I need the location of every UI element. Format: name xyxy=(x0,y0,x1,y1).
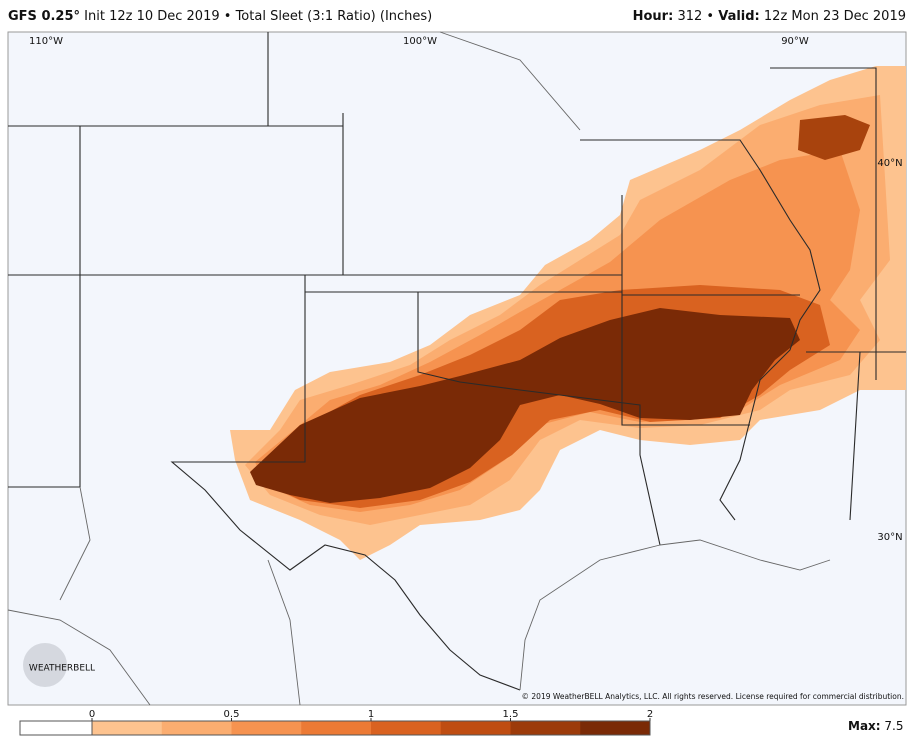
colorbar-tick-label: 1.5 xyxy=(503,709,519,720)
max-value: 7.5 xyxy=(884,719,903,733)
separator: • xyxy=(706,9,714,24)
colorbar-tick-label: 0.5 xyxy=(224,709,240,720)
colorbar-segment xyxy=(161,721,232,735)
colorbar-segment xyxy=(231,721,302,735)
model: GFS 0.25° xyxy=(8,9,80,24)
valid-info: Hour: 312 • Valid: 12z Mon 23 Dec 2019 xyxy=(633,9,906,24)
lat-label: 30°N xyxy=(877,532,902,543)
lon-label: 100°W xyxy=(403,36,437,47)
title: GFS 0.25° Init 12z 10 Dec 2019 • Total S… xyxy=(8,9,432,24)
colorbar-below-range xyxy=(19,720,93,736)
colorbar-segment xyxy=(580,721,651,735)
separator: • xyxy=(224,9,232,24)
lon-label: 110°W xyxy=(29,36,63,47)
max: Max: 7.5 xyxy=(848,719,904,733)
colorbar-segment xyxy=(510,721,581,735)
logo: WEATHERBELL xyxy=(29,664,95,674)
lon-label: 90°W xyxy=(781,36,809,47)
shade-6 xyxy=(250,308,800,503)
hour-label: Hour: xyxy=(633,9,674,24)
valid-label: Valid: xyxy=(718,9,760,24)
colorbar-segment xyxy=(440,721,511,735)
colorbar: 0 0.5 1 1.5 2 xyxy=(19,709,653,736)
sleet-shading xyxy=(230,66,906,560)
state-borders xyxy=(7,31,906,706)
colorbar-tick-label: 0 xyxy=(89,709,95,720)
colorbar-segment xyxy=(371,721,442,735)
copyright: © 2019 WeatherBELL Analytics, LLC. All r… xyxy=(522,692,904,701)
hour: 312 xyxy=(677,9,702,24)
lat-label: 40°N xyxy=(877,158,902,169)
product: Total Sleet (3:1 Ratio) (Inches) xyxy=(235,9,433,24)
colorbar-tick-label: 1 xyxy=(368,709,374,720)
init-time: Init 12z 10 Dec 2019 xyxy=(84,9,219,24)
shade-5 xyxy=(798,115,870,160)
map: 110°W 100°W 90°W 40°N 30°N WEATHERBELL ©… xyxy=(7,31,907,706)
logo-mark xyxy=(23,643,67,687)
max-label: Max: xyxy=(848,719,881,733)
colorbar-tick-label: 2 xyxy=(647,709,653,720)
colorbar-segment xyxy=(92,721,163,735)
valid-time: 12z Mon 23 Dec 2019 xyxy=(764,9,906,24)
colorbar-segment xyxy=(301,721,372,735)
